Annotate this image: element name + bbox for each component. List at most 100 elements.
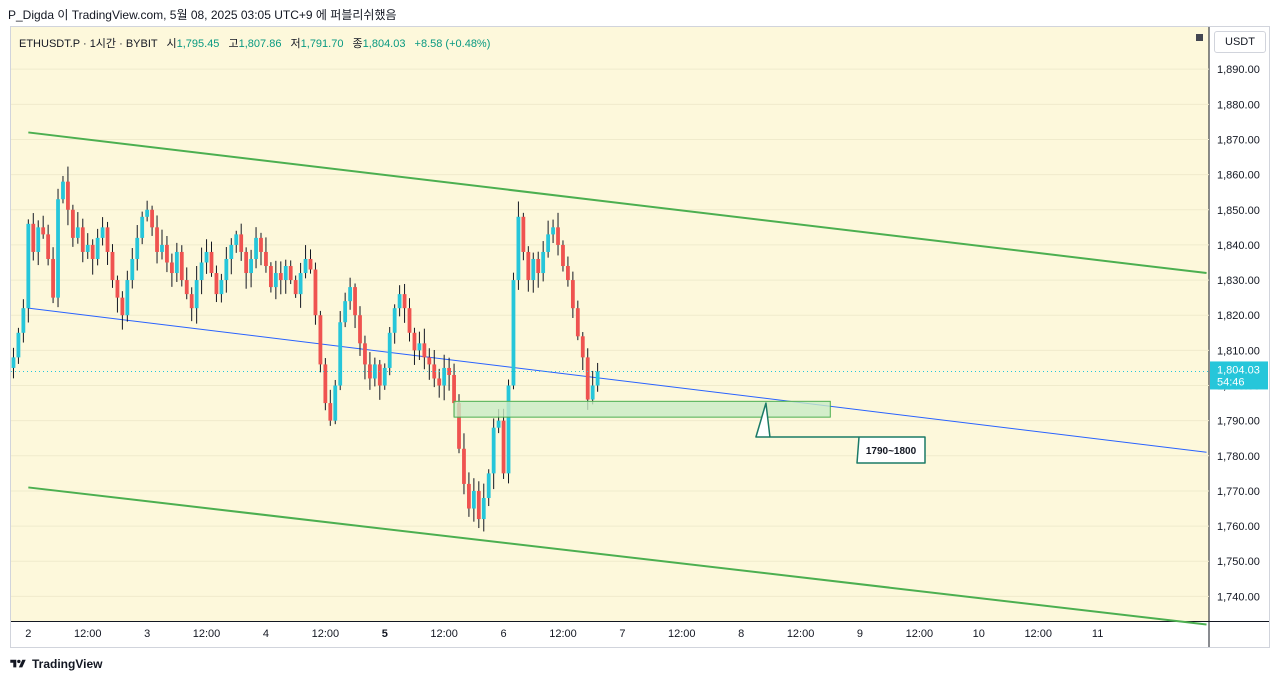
countdown-value: 54:46 (1217, 376, 1245, 388)
candle-up (160, 244, 164, 252)
candle-up (125, 280, 130, 316)
time-tick-label: 2 (25, 628, 31, 640)
candle-down (585, 357, 590, 400)
candle-down (110, 251, 115, 281)
candle-down (358, 315, 362, 344)
candle-down (46, 234, 51, 259)
time-tick-label: 12:00 (906, 628, 934, 640)
candle-up (546, 234, 551, 252)
time-tick-label: 10 (973, 628, 985, 640)
currency-unit-button[interactable]: USDT (1214, 31, 1266, 53)
candle-up (249, 258, 253, 274)
candle-up (298, 273, 303, 295)
price-tick-label: 1,760.00 (1217, 521, 1260, 533)
candles (11, 166, 1209, 532)
candle-down (169, 262, 174, 274)
candle-up (130, 258, 135, 281)
price-tick-label: 1,820.00 (1217, 310, 1260, 322)
price-tick-label: 1,750.00 (1217, 556, 1260, 568)
candle-up (333, 385, 338, 421)
candle-down (209, 251, 214, 274)
candle-up (75, 227, 80, 238)
candle-up (392, 308, 397, 333)
candle-down (184, 280, 189, 295)
candle-down (353, 287, 357, 316)
candle-up (194, 280, 199, 309)
candle-up (21, 308, 26, 333)
time-tick-label: 7 (619, 628, 625, 640)
candle-up (471, 490, 476, 509)
price-tick-label: 1,890.00 (1217, 64, 1260, 76)
candle-up (491, 427, 496, 474)
candle-up (224, 258, 229, 281)
plot-background (11, 27, 1209, 621)
time-axis[interactable]: 2 12:00 3 12:00 4 12:00 5 12:00 6 12:00 7 12:00 8 12:… (25, 628, 1103, 640)
channel-lower-line (28, 486, 1207, 626)
time-tick-label: 5 (382, 628, 388, 640)
candle-up (85, 244, 90, 252)
candle-up (56, 199, 60, 298)
candle-down (70, 209, 75, 238)
time-tick-label: 12:00 (1024, 628, 1052, 640)
grid (11, 68, 1209, 597)
candle-down (580, 336, 585, 358)
candle-up (135, 237, 140, 259)
candle-down (308, 258, 313, 270)
chart-canvas[interactable]: 1790~1800 1,890.00 1,880.00 1,870.00 1,860.… (11, 27, 1270, 648)
candle-down (179, 251, 184, 281)
candle-up (531, 258, 536, 281)
price-tick-label: 1,840.00 (1217, 240, 1260, 252)
candle-down (561, 244, 565, 267)
symbol-info[interactable]: ETHUSDT.P · 1시간 · BYBIT (19, 38, 158, 50)
candle-up (595, 371, 600, 386)
price-tick-label: 1,860.00 (1217, 170, 1260, 182)
candle-down (422, 343, 427, 358)
candle-down (313, 269, 318, 316)
price-tick-label: 1,770.00 (1217, 486, 1260, 498)
candle-down (427, 357, 432, 365)
price-axis[interactable]: 1,890.00 1,880.00 1,870.00 1,860.00 1,850.00… (1210, 64, 1268, 603)
candle-down (575, 308, 580, 337)
square-icon[interactable] (1196, 34, 1203, 41)
change-value: +8.58 (+0.48%) (414, 38, 491, 50)
candle-down (105, 227, 110, 252)
candle-down (323, 364, 328, 404)
candle-up (516, 216, 521, 281)
candle-down (268, 266, 273, 288)
candle-up (303, 258, 308, 274)
candle-down (120, 297, 125, 316)
candle-down (377, 364, 382, 386)
candle-down (239, 234, 244, 252)
open-value: 1,795.45 (176, 38, 220, 50)
support-zone-box (453, 400, 831, 418)
chart-frame[interactable]: 1790~1800 1,890.00 1,880.00 1,870.00 1,860.… (10, 26, 1270, 648)
publish-info: P_Digda 이 TradingView.com, 5월 08, 2025 0… (8, 8, 397, 22)
candle-up (417, 343, 422, 351)
candle-down (570, 280, 575, 309)
candle-down (447, 367, 452, 375)
price-tick-label: 1,850.00 (1217, 205, 1260, 217)
support-zone[interactable]: 1790~1800 (453, 400, 926, 464)
candle-up (204, 251, 209, 263)
candle-up (174, 251, 179, 274)
candle-up (343, 301, 348, 323)
time-tick-label: 12:00 (668, 628, 696, 640)
candle-down (407, 308, 412, 333)
candle-down (462, 448, 466, 484)
low-value: 1,791.70 (300, 38, 344, 50)
time-tick-label: 12:00 (787, 628, 815, 640)
low-label: 저 (290, 38, 301, 50)
candle-up (338, 322, 343, 386)
time-tick-label: 8 (738, 628, 744, 640)
candle-up (506, 385, 511, 474)
channel-mid-line (28, 307, 1207, 453)
high-value: 1,807.86 (238, 38, 282, 50)
channel-lines (28, 131, 1207, 626)
time-tick-label: 3 (144, 628, 150, 640)
price-tick-label: 1,790.00 (1217, 416, 1260, 428)
symbol-legend: ETHUSDT.P · 1시간 · BYBIT 시1,795.45 고1,807… (19, 35, 490, 51)
candle-up (140, 216, 145, 238)
candle-up (283, 266, 288, 281)
candle-down (363, 343, 367, 365)
candle-up (481, 497, 486, 520)
